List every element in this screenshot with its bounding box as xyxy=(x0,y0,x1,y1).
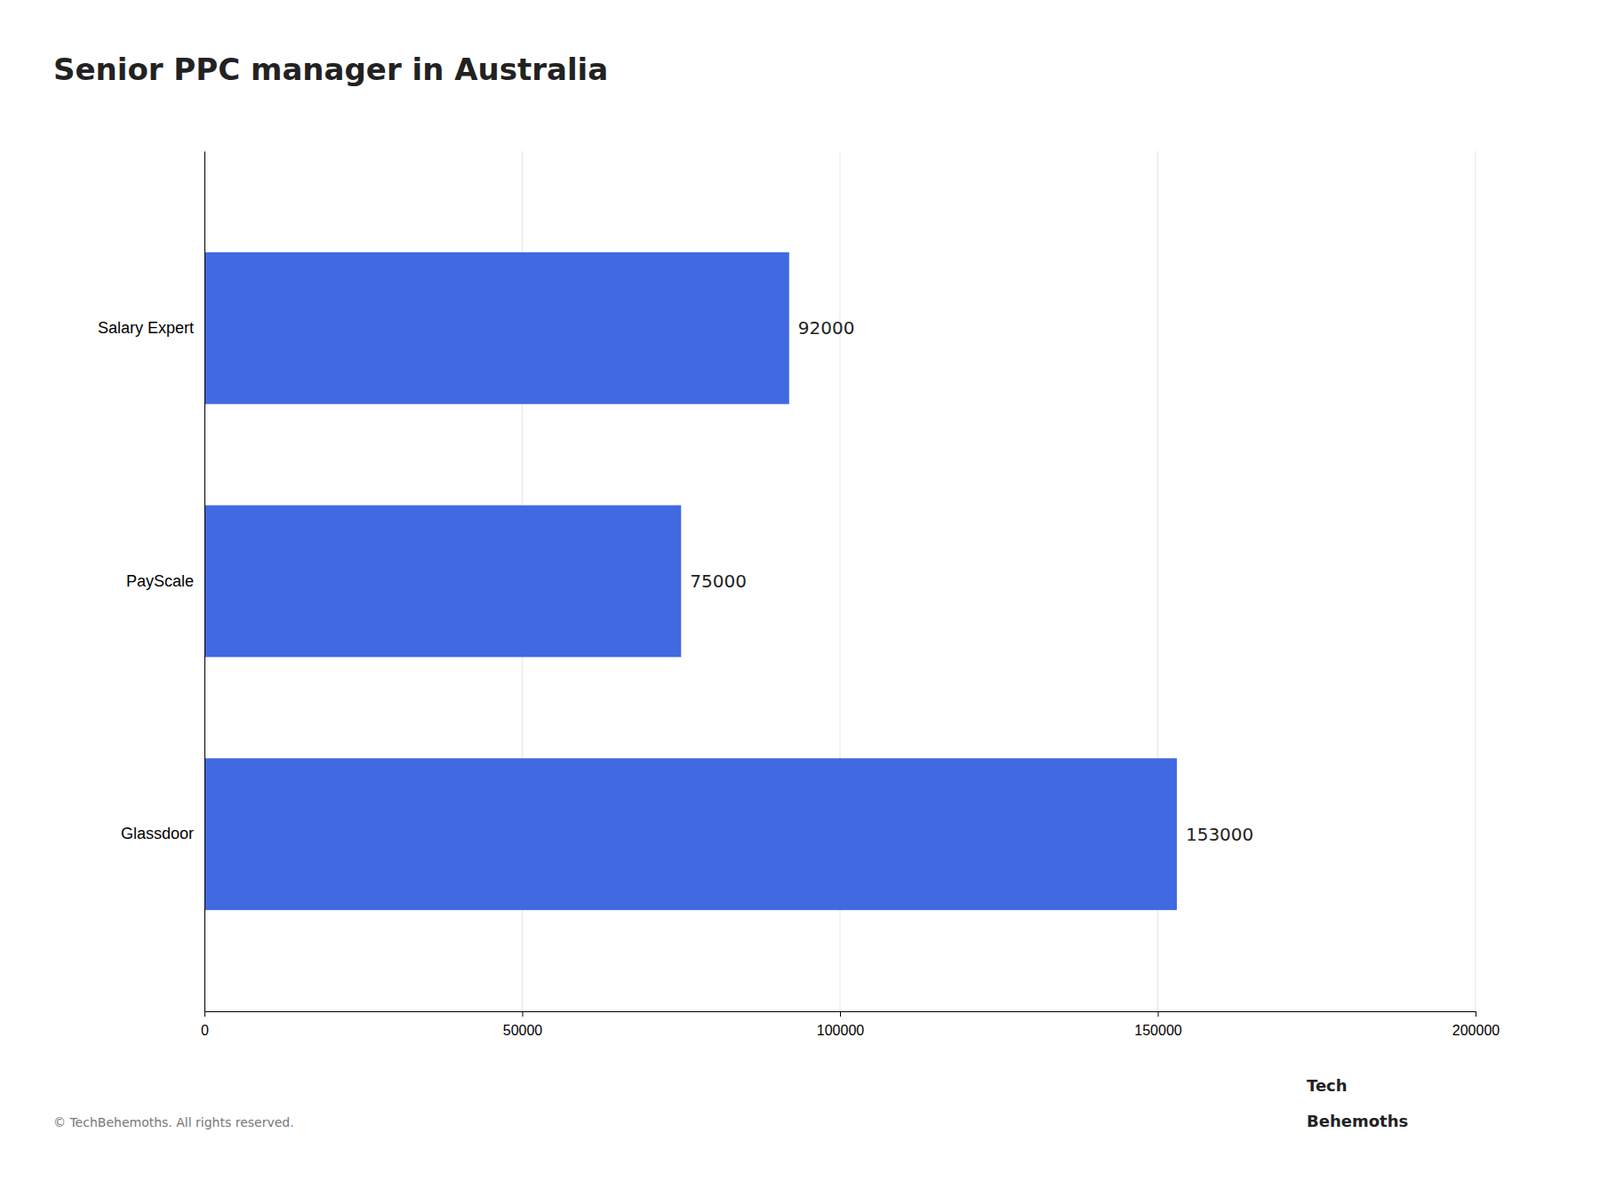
x-tick: 100000 xyxy=(816,1011,864,1039)
y-tick-label: PayScale xyxy=(126,572,194,591)
y-axis: Salary Expert PayScale Glassdoor xyxy=(97,152,206,1013)
annotation: © TechBehemoths. All rights reserved. xyxy=(53,1115,295,1130)
x-axis: 0 50000 100000 150000 200000 xyxy=(200,1011,1500,1039)
chart-container: Senior PPC manager in Australia 153000 750… xyxy=(0,0,1600,1189)
bar xyxy=(204,758,1177,911)
annotation: Tech xyxy=(1306,1076,1348,1096)
x-tick-label: 100000 xyxy=(816,1023,864,1039)
grid-line xyxy=(1475,151,1477,1012)
x-tick: 200000 xyxy=(1452,1011,1500,1039)
x-tick: 150000 xyxy=(1134,1011,1182,1039)
x-tick-mark xyxy=(1475,1011,1477,1017)
x-tick-label: 150000 xyxy=(1134,1023,1182,1039)
chart-title: Senior PPC manager in Australia xyxy=(53,51,608,88)
y-tick: Glassdoor xyxy=(120,824,194,843)
x-axis-line xyxy=(205,1012,1477,1018)
x-tick-mark xyxy=(1158,1011,1160,1017)
y-tick: Salary Expert xyxy=(97,319,194,337)
grid-line xyxy=(204,151,206,1012)
x-tick-mark xyxy=(522,1011,524,1017)
annotations: © TechBehemoths. All rights reserved. Tec… xyxy=(53,1076,1408,1131)
data-label: 153000 xyxy=(1185,824,1254,846)
chart-svg: Senior PPC manager in Australia 153000 750… xyxy=(0,0,1600,1189)
annotation: Behemoths xyxy=(1306,1112,1408,1131)
y-tick: PayScale xyxy=(126,572,194,591)
plot-area: 153000 75000 92000 0 50000 100000 150000 200000… xyxy=(97,151,1500,1039)
data-label: 75000 xyxy=(689,570,747,592)
y-tick-label: Glassdoor xyxy=(120,824,194,843)
x-tick-label: 0 xyxy=(200,1023,209,1039)
data-labels: 153000 75000 92000 xyxy=(689,317,1254,845)
x-tick-label: 200000 xyxy=(1452,1023,1500,1039)
x-tick-label: 50000 xyxy=(503,1023,544,1039)
bar xyxy=(204,252,790,405)
grid xyxy=(204,151,1476,1012)
x-tick-mark xyxy=(840,1011,841,1017)
x-tick: 0 xyxy=(200,1011,209,1039)
x-tick: 50000 xyxy=(503,1011,544,1039)
y-tick-label: Salary Expert xyxy=(97,319,194,337)
data-label: 92000 xyxy=(798,317,856,339)
x-tick-mark xyxy=(204,1011,206,1017)
y-axis-line xyxy=(204,152,206,1013)
bar xyxy=(204,505,681,658)
bars xyxy=(204,252,1177,911)
